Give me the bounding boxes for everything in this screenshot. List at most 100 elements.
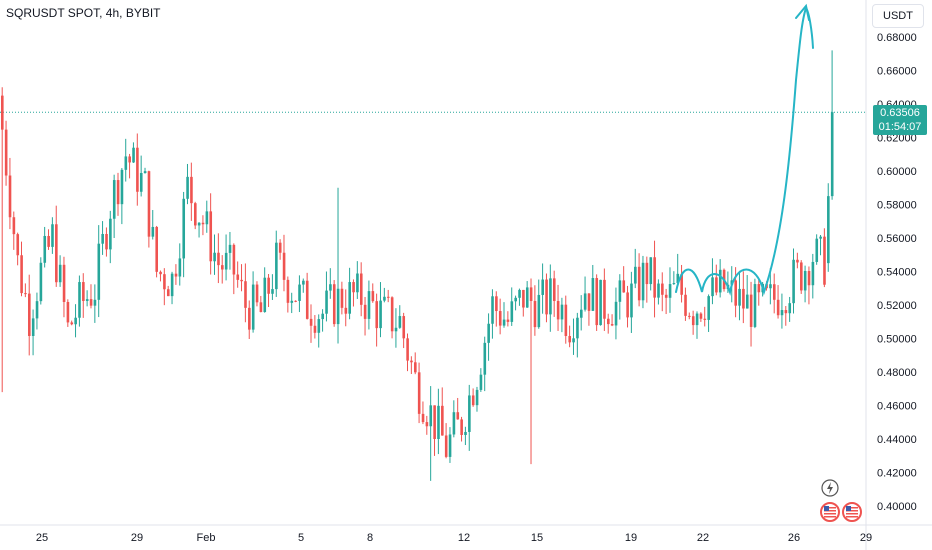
y-tick-label: 0.58000 xyxy=(877,200,917,212)
candle xyxy=(24,283,27,298)
candle xyxy=(421,401,425,425)
candle xyxy=(498,298,502,335)
candle xyxy=(664,288,668,315)
candle xyxy=(776,285,780,319)
candle xyxy=(275,230,278,297)
candle xyxy=(348,267,351,320)
candle xyxy=(456,397,460,420)
x-tick-label: 25 xyxy=(36,532,48,544)
candle xyxy=(217,233,220,284)
candle xyxy=(383,287,386,303)
candle xyxy=(89,284,93,309)
candle xyxy=(591,264,595,312)
candle xyxy=(43,226,47,268)
candle xyxy=(390,296,394,339)
candle xyxy=(676,253,680,286)
candle xyxy=(661,272,664,312)
candle xyxy=(533,285,537,336)
candle xyxy=(506,311,510,327)
candle xyxy=(163,268,166,306)
candle xyxy=(66,299,70,327)
candle xyxy=(139,155,143,197)
candle xyxy=(796,252,799,269)
candle xyxy=(298,275,301,313)
candle xyxy=(35,292,39,330)
candle xyxy=(522,289,525,317)
candle xyxy=(166,285,170,297)
candle xyxy=(599,279,602,326)
candle xyxy=(321,309,324,332)
candle xyxy=(811,253,815,299)
candle xyxy=(267,274,270,308)
candle xyxy=(572,318,575,355)
candle xyxy=(228,231,232,270)
candle xyxy=(429,386,433,481)
candle xyxy=(97,225,101,318)
candle xyxy=(398,305,402,329)
candle xyxy=(738,270,741,321)
drawing-annotation[interactable] xyxy=(675,5,814,296)
candle xyxy=(394,308,398,348)
candle xyxy=(444,423,448,459)
candle xyxy=(363,296,367,336)
candle xyxy=(622,266,626,293)
candle xyxy=(815,234,819,265)
candle xyxy=(792,248,795,314)
candle xyxy=(529,278,533,465)
y-tick-label: 0.54000 xyxy=(877,267,917,279)
candle xyxy=(448,427,452,463)
lightning-icon[interactable] xyxy=(821,479,839,497)
candle xyxy=(55,205,58,287)
candle xyxy=(425,415,429,435)
candle xyxy=(128,153,131,179)
candle xyxy=(487,313,490,361)
candle xyxy=(286,276,290,313)
us-flag-icon[interactable] xyxy=(820,502,840,522)
candle xyxy=(201,215,205,236)
candle xyxy=(278,239,282,260)
us-flag-icon[interactable] xyxy=(842,502,862,522)
candle xyxy=(112,174,116,238)
candle xyxy=(359,262,363,317)
candle xyxy=(580,295,583,331)
candle xyxy=(788,296,792,322)
candle xyxy=(182,191,186,278)
candle xyxy=(626,285,629,328)
candle xyxy=(51,217,54,254)
x-tick-label: 19 xyxy=(625,532,637,544)
candle xyxy=(74,304,77,338)
candle xyxy=(695,311,699,339)
candle xyxy=(340,281,344,315)
candle xyxy=(159,270,162,282)
candle xyxy=(205,200,209,233)
candle xyxy=(240,264,243,292)
candle xyxy=(583,276,587,312)
candle xyxy=(649,257,653,291)
candle xyxy=(610,314,614,327)
candle xyxy=(514,295,517,311)
drawing-arrowhead[interactable] xyxy=(795,3,810,21)
candle xyxy=(194,201,197,230)
y-tick-label: 0.46000 xyxy=(877,401,917,413)
currency-selector[interactable]: USDT xyxy=(872,4,924,28)
candle xyxy=(305,272,309,320)
x-tick-label: 8 xyxy=(367,532,373,544)
candle xyxy=(464,426,467,446)
candle xyxy=(186,163,189,205)
candle xyxy=(525,281,529,309)
candle xyxy=(672,271,676,285)
candle xyxy=(93,284,97,323)
candle xyxy=(483,336,487,392)
candle xyxy=(47,229,50,250)
y-tick-label: 0.48000 xyxy=(877,367,917,379)
y-tick-label: 0.66000 xyxy=(877,66,917,78)
x-tick-label: 29 xyxy=(860,532,872,544)
candle xyxy=(827,183,830,272)
candle xyxy=(147,170,151,248)
candle xyxy=(807,266,811,305)
candle xyxy=(773,273,776,314)
x-tick-label: Feb xyxy=(197,532,216,544)
last-price-tag: 0.63506 01:54:07 xyxy=(873,105,927,135)
candle xyxy=(221,255,224,284)
